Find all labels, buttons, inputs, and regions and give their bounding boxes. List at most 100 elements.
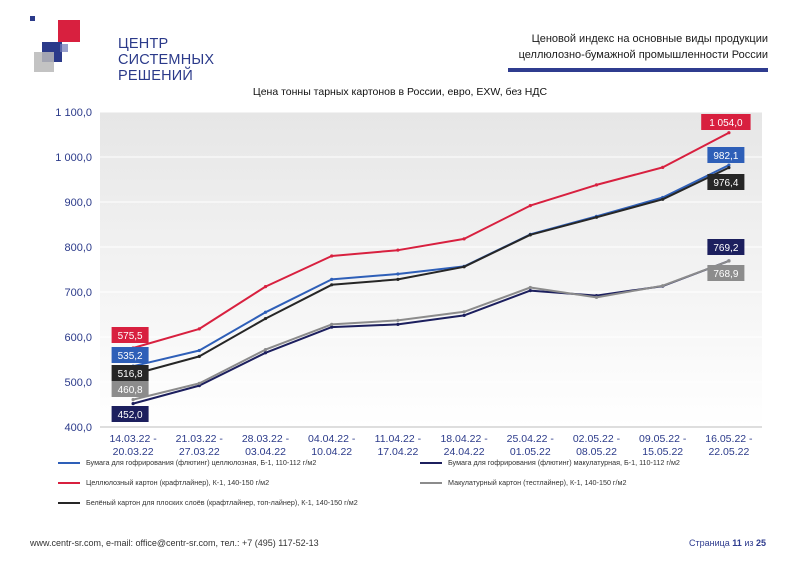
page-total: 25 bbox=[755, 538, 766, 548]
legend-label: Целлюлозный картон (крафтлайнер), К-1, 1… bbox=[86, 478, 270, 487]
x-tick-label: 28.03.22 - bbox=[242, 433, 290, 445]
logo-mark-icon bbox=[30, 16, 80, 72]
y-tick-label: 500,0 bbox=[64, 377, 92, 389]
logo-line-1: ЦЕНТР bbox=[118, 36, 169, 52]
data-point bbox=[727, 131, 731, 135]
data-point bbox=[528, 289, 532, 293]
data-point bbox=[462, 237, 466, 241]
legend-item: Макулатурный картон (тестлайнер), К-1, 1… bbox=[420, 478, 627, 487]
y-tick-label: 700,0 bbox=[64, 287, 92, 299]
data-label: 460,8 bbox=[118, 385, 143, 396]
legend-swatch bbox=[58, 481, 80, 484]
x-tick-label: 14.03.22 - bbox=[109, 433, 157, 445]
data-point bbox=[396, 272, 400, 276]
series-line bbox=[132, 164, 730, 368]
page-sep: из bbox=[744, 538, 754, 548]
page-indicator: Страница 11 из 25 bbox=[689, 538, 766, 548]
footer-contacts: www.centr-sr.com, e-mail: office@centr-s… bbox=[30, 538, 319, 548]
data-point bbox=[594, 183, 599, 187]
data-label-box bbox=[111, 327, 149, 343]
x-tick-label: 22.05.22 bbox=[708, 446, 749, 458]
logo-line-2: СИСТЕМНЫХ bbox=[118, 52, 215, 68]
x-tick-label: 27.03.22 bbox=[179, 446, 220, 458]
legend-swatch bbox=[420, 461, 442, 464]
header-accent-bar bbox=[508, 68, 768, 72]
y-tick-label: 400,0 bbox=[64, 422, 92, 434]
report-title-line-2: целлюлозно-бумажной промышленности Росси… bbox=[518, 49, 768, 61]
logo-text: ЦЕНТР СИСТЕМНЫХ РЕШЕНИЙ bbox=[118, 36, 214, 84]
data-point bbox=[594, 295, 599, 299]
data-label: 1 054,0 bbox=[709, 118, 743, 129]
data-point bbox=[462, 310, 466, 314]
data-point bbox=[131, 402, 135, 406]
x-tick-label: 15.05.22 bbox=[642, 446, 683, 458]
data-label-box bbox=[707, 239, 745, 255]
y-tick-label: 900,0 bbox=[64, 197, 92, 209]
data-label: 982,1 bbox=[713, 151, 738, 162]
data-label-box bbox=[111, 381, 149, 397]
y-tick-label: 800,0 bbox=[64, 242, 92, 254]
data-point bbox=[528, 204, 532, 208]
legend-item: Бумага для гофрирования (флютинг) макула… bbox=[420, 458, 680, 467]
data-point bbox=[330, 325, 334, 329]
data-label: 575,5 bbox=[118, 331, 143, 342]
legend-item: Бумага для гофрирования (флютинг) целлюл… bbox=[58, 458, 316, 467]
data-point bbox=[197, 381, 201, 385]
data-label-box bbox=[701, 114, 751, 130]
x-tick-label: 03.04.22 bbox=[245, 446, 286, 458]
data-point bbox=[330, 254, 334, 258]
x-tick-label: 16.05.22 - bbox=[705, 433, 753, 445]
logo-line-3: РЕШЕНИЙ bbox=[118, 68, 194, 84]
x-tick-label: 11.04.22 - bbox=[375, 433, 422, 445]
data-label: 768,9 bbox=[713, 269, 738, 280]
series-line bbox=[132, 260, 730, 401]
page-prefix: Страница bbox=[688, 538, 730, 548]
data-point bbox=[594, 215, 599, 219]
series-line bbox=[132, 166, 730, 376]
data-point bbox=[263, 310, 268, 314]
data-point bbox=[396, 318, 400, 322]
data-label: 452,0 bbox=[118, 410, 143, 421]
data-label: 976,4 bbox=[713, 178, 738, 189]
data-point bbox=[197, 354, 201, 358]
data-point bbox=[330, 283, 334, 287]
x-tick-label: 17.04.22 bbox=[377, 446, 418, 458]
data-point bbox=[197, 348, 201, 353]
data-label: 769,2 bbox=[713, 243, 738, 254]
legend-label: Макулатурный картон (тестлайнер), К-1, 1… bbox=[448, 478, 627, 487]
legend-swatch bbox=[58, 461, 80, 464]
data-label-box bbox=[111, 347, 149, 363]
data-point bbox=[661, 284, 665, 288]
y-tick-label: 1 000,0 bbox=[55, 152, 92, 164]
y-tick-label: 600,0 bbox=[64, 332, 92, 344]
x-tick-label: 24.04.22 bbox=[444, 446, 485, 458]
data-label: 516,8 bbox=[118, 369, 143, 380]
data-point bbox=[396, 322, 400, 326]
data-label-box bbox=[707, 147, 745, 163]
data-point bbox=[528, 233, 532, 237]
legend-label: Бумага для гофрирования (флютинг) целлюл… bbox=[86, 458, 317, 467]
data-point bbox=[263, 351, 268, 355]
line-chart: 400,0 500,0 600,0 700,0 800,0 900,0 1 000,0 1 1… bbox=[55, 107, 762, 458]
report-title: Ценовой индекс на основные виды продукци… bbox=[468, 31, 768, 63]
chart-title: Цена тонны тарных картонов в России, евр… bbox=[252, 86, 548, 98]
report-title-line-1: Ценовой индекс на основные виды продукци… bbox=[531, 33, 768, 45]
y-tick-label: 1 100,0 bbox=[55, 107, 92, 119]
x-tick-label: 08.05.22 bbox=[576, 446, 617, 458]
data-point bbox=[727, 166, 731, 170]
x-tick-label: 21.03.22 - bbox=[176, 433, 224, 445]
page-current: 11 bbox=[732, 538, 742, 548]
data-label: 535,2 bbox=[118, 351, 143, 362]
x-tick-label: 18.04.22 - bbox=[440, 433, 488, 445]
data-point bbox=[330, 322, 334, 326]
chart-legend: Бумага для гофрирования (флютинг) целлюл… bbox=[58, 458, 778, 518]
data-point bbox=[462, 313, 466, 317]
data-point bbox=[661, 165, 665, 169]
data-point bbox=[263, 285, 268, 289]
legend-label: Белёный картон для плоских слоёв (крафтл… bbox=[86, 498, 358, 507]
data-point bbox=[462, 265, 466, 269]
data-point bbox=[197, 327, 201, 331]
data-point bbox=[263, 348, 268, 352]
data-label-box bbox=[707, 265, 745, 281]
data-point bbox=[528, 285, 532, 290]
